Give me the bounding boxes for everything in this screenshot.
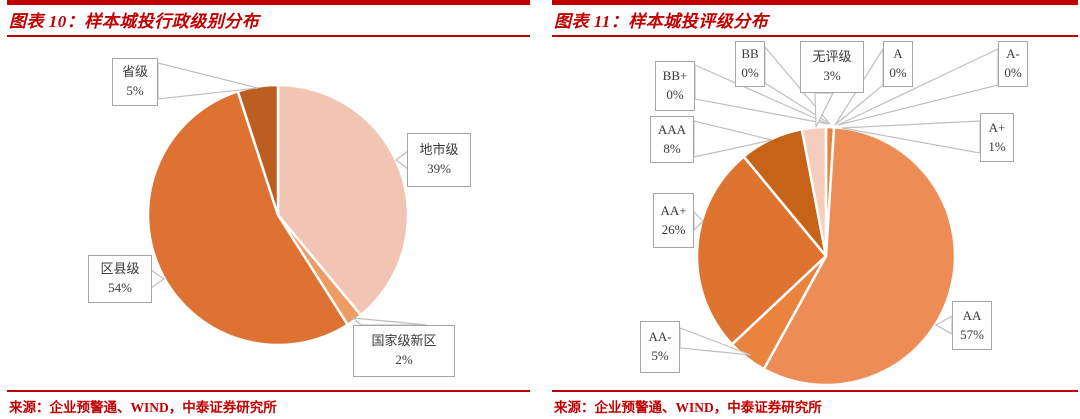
pie-slice-省级 xyxy=(236,83,280,217)
leader-lines xyxy=(150,62,428,326)
callout-dishiji: 地市级 39% xyxy=(407,133,471,187)
callout-pct: 0% xyxy=(741,65,759,80)
title-underline xyxy=(552,35,1078,37)
callout-wupingji: 无评级 3% xyxy=(800,41,864,93)
pie-chart-admin-level: 省级 5% 地市级 39% 区县级 54% 国家级新区 2% xyxy=(7,37,530,389)
pie-slice-地市级 xyxy=(276,83,410,317)
leader-aaplus xyxy=(693,210,704,232)
callout-label: A xyxy=(893,46,903,62)
footer-rule xyxy=(7,390,530,392)
callout-pct: 2% xyxy=(395,352,413,367)
leader-aaa xyxy=(693,120,773,158)
callout-label: AA+ xyxy=(660,202,687,218)
callout-label: AAA xyxy=(657,121,687,137)
callout-pct: 1% xyxy=(988,138,1006,154)
callout-aa: AA 57% xyxy=(952,301,992,350)
callout-pct: 0% xyxy=(1004,65,1022,80)
callout-label: AA xyxy=(962,307,982,323)
callout-label: 区县级 xyxy=(100,261,140,277)
panel-top-rule xyxy=(552,0,1078,5)
figure-11-title: 图表 11：样本城投评级分布 xyxy=(554,12,769,31)
callout-pct: 8% xyxy=(663,140,681,156)
source-note: 来源：企业预警通、WIND，中泰证券研究所 xyxy=(554,400,822,415)
callout-pct: 5% xyxy=(651,348,669,363)
pie-slice-无评级 xyxy=(800,125,828,258)
callout-pct: 54% xyxy=(108,280,132,295)
callout-label: 无评级 xyxy=(812,49,852,65)
pie-slice-AA xyxy=(762,126,957,387)
panel-figure-11: 图表 11：样本城投评级分布 BB+ xyxy=(552,0,1078,419)
pie-slice-AA+ xyxy=(695,155,828,346)
title-underline xyxy=(7,35,530,37)
leader-wupingji xyxy=(814,92,834,128)
callout-aaplus: AA+ 26% xyxy=(653,193,694,248)
callout-pct: 26% xyxy=(661,221,686,237)
callout-pct: 0% xyxy=(666,87,684,102)
callout-label: BB+ xyxy=(662,68,688,84)
callout-pct: 3% xyxy=(823,68,841,83)
leader-guojiaji xyxy=(351,317,428,326)
callout-label: BB xyxy=(741,46,759,62)
callout-quxianji: 区县级 54% xyxy=(88,255,152,303)
callout-aminus: A- 0% xyxy=(998,41,1028,87)
leader-shengji xyxy=(157,62,259,100)
callout-label: AA- xyxy=(648,329,672,345)
pie-slice-区县级 xyxy=(146,90,349,347)
callout-aplus: A+ 1% xyxy=(980,113,1014,162)
callout-pct: 39% xyxy=(427,161,451,176)
leader-aaminus xyxy=(679,327,752,356)
callout-label: 国家级新区 xyxy=(371,333,437,349)
callout-aaa: AAA 8% xyxy=(650,116,694,163)
pie-svg-admin-level xyxy=(146,62,428,347)
leader-bbplus xyxy=(694,64,829,125)
callout-a: A 0% xyxy=(883,41,913,87)
callout-bbplus: BB+ 0% xyxy=(655,61,695,111)
callout-pct: 5% xyxy=(126,83,144,98)
footer-rule xyxy=(552,390,1078,392)
panel-top-rule xyxy=(7,0,530,5)
callout-label: 省级 xyxy=(121,64,148,80)
pie-chart-rating: BB+ 0% BB 0% 无评级 3% A 0% A- 0% AAA 8% xyxy=(552,37,1078,389)
panel-figure-10: 图表 10：样本城投行政级别分布 省级 5% 地市级 39% xyxy=(7,0,530,419)
callout-label: A- xyxy=(1006,46,1020,62)
callout-aaminus: AA- 5% xyxy=(640,321,680,373)
figure-10-title: 图表 10：样本城投行政级别分布 xyxy=(9,12,260,31)
pie-admin-level xyxy=(146,83,410,347)
pie-svg-rating xyxy=(679,45,999,387)
leader-bb xyxy=(764,45,831,125)
callout-label: A+ xyxy=(988,119,1006,135)
callout-label: 地市级 xyxy=(419,142,459,158)
leader-lines xyxy=(679,45,999,356)
callout-bb: BB 0% xyxy=(735,41,765,87)
callout-pct: 0% xyxy=(889,65,907,80)
pie-rating xyxy=(695,125,957,387)
source-note: 来源：企业预警通、WIND，中泰证券研究所 xyxy=(9,400,277,415)
callout-shengji: 省级 5% xyxy=(112,58,158,106)
callout-guojiaji: 国家级新区 2% xyxy=(353,325,455,377)
callout-pct: 57% xyxy=(960,326,984,342)
